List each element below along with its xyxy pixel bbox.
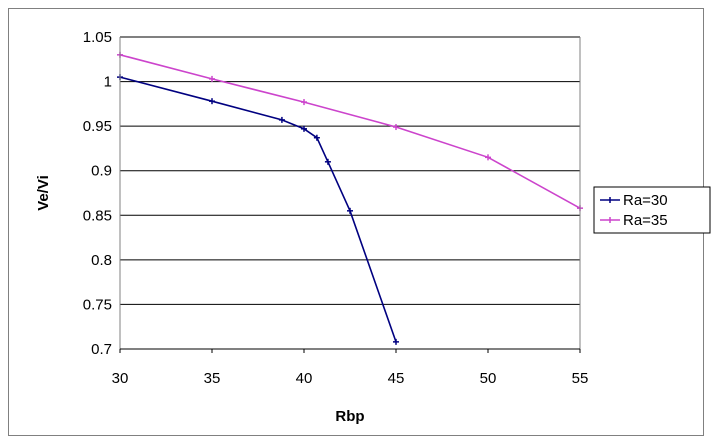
y-tick-label-7: 1.05 bbox=[83, 29, 112, 46]
data-point-s1-2 bbox=[301, 99, 307, 106]
y-tick-label-4: 0.9 bbox=[91, 163, 112, 180]
data-point-s1-3 bbox=[393, 124, 399, 131]
series-layer bbox=[117, 51, 583, 345]
y-tick-label-6: 1 bbox=[104, 74, 112, 91]
series-line-ra-30 bbox=[119, 76, 397, 343]
x-tick-label-1: 35 bbox=[204, 370, 221, 387]
legend-item-1: Ra=35 bbox=[600, 212, 668, 229]
data-point-s1-4 bbox=[485, 154, 491, 161]
x-tick-label-0: 30 bbox=[112, 370, 129, 387]
x-tick-label-5: 55 bbox=[572, 370, 589, 387]
data-point-s0-2 bbox=[278, 116, 285, 123]
grid-lines bbox=[120, 36, 580, 350]
y-tick-label-5: 0.95 bbox=[83, 118, 112, 135]
legend-label-0: Ra=30 bbox=[623, 192, 668, 209]
x-tick-label-2: 40 bbox=[296, 370, 313, 387]
legend-box bbox=[593, 186, 711, 234]
data-point-s0-1 bbox=[209, 98, 215, 105]
y-tick-label-1: 0.75 bbox=[83, 296, 112, 313]
y-tick-label-2: 0.8 bbox=[91, 252, 112, 269]
y-tick-label-3: 0.85 bbox=[83, 207, 112, 224]
legend-item-0: Ra=30 bbox=[600, 192, 668, 209]
data-point-s0-7 bbox=[393, 338, 399, 345]
legend-label-1: Ra=35 bbox=[623, 212, 668, 229]
series-line-ra-35 bbox=[119, 54, 581, 209]
y-tick-label-0: 0.7 bbox=[91, 341, 112, 358]
data-point-s0-6 bbox=[347, 207, 353, 214]
data-point-s0-3 bbox=[301, 125, 307, 132]
x-tick-label-4: 50 bbox=[480, 370, 497, 387]
y-axis-title: Ve/Vi bbox=[35, 175, 52, 211]
data-point-s0-4 bbox=[313, 134, 320, 141]
legend: Ra=30 Ra=35 bbox=[593, 186, 711, 234]
x-axis-title: Rbp bbox=[335, 408, 364, 425]
axis-layer: 0.7 0.75 0.8 0.85 0.9 0.95 1 1.05 30 35 40 45 50 55 bbox=[83, 29, 589, 387]
x-tick-label-3: 45 bbox=[388, 370, 405, 387]
data-point-s0-5 bbox=[324, 158, 331, 165]
data-point-s1-1 bbox=[209, 75, 215, 82]
chart-frame bbox=[8, 8, 704, 436]
